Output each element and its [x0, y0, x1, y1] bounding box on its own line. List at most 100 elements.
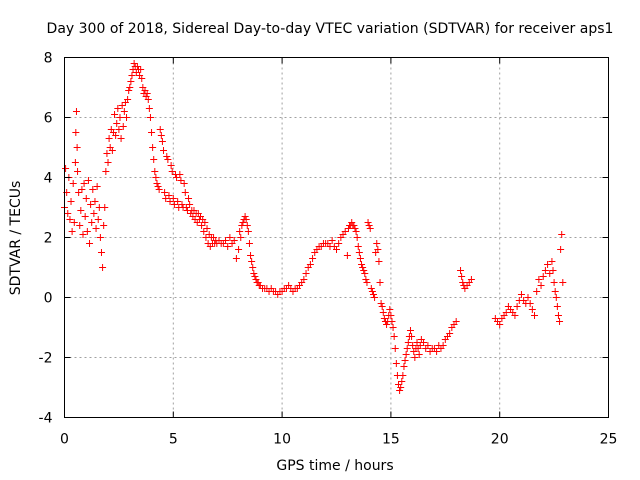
- chart-title: Day 300 of 2018, Sidereal Day-to-day VTE…: [47, 21, 614, 37]
- data-point: [553, 303, 561, 310]
- data-point: [114, 105, 122, 112]
- data-point: [102, 168, 110, 175]
- data-point: [200, 228, 208, 235]
- data-point: [300, 276, 308, 283]
- data-point: [433, 348, 441, 355]
- x-tick-label: 0: [60, 432, 69, 448]
- data-point: [367, 285, 375, 292]
- data-series: [61, 60, 567, 394]
- x-tick-label: 10: [273, 432, 291, 448]
- data-point: [236, 228, 244, 235]
- data-point: [350, 222, 358, 229]
- data-point: [383, 321, 391, 328]
- data-point: [548, 258, 556, 265]
- data-point: [397, 384, 405, 391]
- data-point: [62, 165, 70, 172]
- data-point: [457, 267, 465, 274]
- data-point: [90, 210, 98, 217]
- data-point: [386, 306, 394, 313]
- y-tick-label: -2: [39, 351, 53, 367]
- data-point: [170, 201, 178, 208]
- data-point: [539, 273, 547, 280]
- data-point: [137, 66, 145, 73]
- y-tick-label: 4: [44, 171, 53, 187]
- data-point: [108, 147, 116, 154]
- data-point: [559, 279, 567, 286]
- data-point: [66, 216, 74, 223]
- y-tick-label: 6: [44, 111, 53, 127]
- y-tick-label: 0: [44, 291, 53, 307]
- data-point: [309, 255, 317, 262]
- data-point: [146, 114, 154, 121]
- data-point: [237, 234, 245, 241]
- data-point: [111, 111, 119, 118]
- data-point: [99, 264, 107, 271]
- data-point: [181, 189, 189, 196]
- data-point: [401, 357, 409, 364]
- data-point: [97, 249, 105, 256]
- data-point: [459, 279, 467, 286]
- data-point: [360, 267, 368, 274]
- data-point: [161, 189, 169, 196]
- y-tick-label: 2: [44, 231, 53, 247]
- data-point: [96, 234, 104, 241]
- data-point: [409, 342, 417, 349]
- data-point: [243, 222, 251, 229]
- data-point: [424, 342, 432, 349]
- data-point: [115, 126, 123, 133]
- data-point: [376, 279, 384, 286]
- data-point: [513, 303, 521, 310]
- data-point: [86, 240, 94, 247]
- data-point: [104, 159, 112, 166]
- data-point: [153, 180, 161, 187]
- y-tick-label: -4: [39, 411, 53, 427]
- data-point: [130, 60, 138, 67]
- data-point: [89, 186, 97, 193]
- data-point: [116, 114, 124, 121]
- data-point: [168, 168, 176, 175]
- data-point: [177, 177, 185, 184]
- data-point: [378, 303, 386, 310]
- data-point: [248, 258, 256, 265]
- data-point: [138, 75, 146, 82]
- data-point: [245, 240, 253, 247]
- data-point: [400, 363, 408, 370]
- data-point: [178, 201, 186, 208]
- data-point: [76, 222, 84, 229]
- data-point: [511, 312, 519, 319]
- data-point: [403, 345, 411, 352]
- data-point: [375, 258, 383, 265]
- data-point: [165, 192, 173, 199]
- data-point: [517, 291, 525, 298]
- data-point: [362, 276, 370, 283]
- data-point: [232, 255, 240, 262]
- x-tick-label: 5: [169, 432, 178, 448]
- data-point: [377, 300, 385, 307]
- data-point: [544, 261, 552, 268]
- data-point: [148, 129, 156, 136]
- data-point: [502, 309, 510, 316]
- data-point: [550, 279, 558, 286]
- data-point: [162, 195, 170, 202]
- data-point: [71, 159, 79, 166]
- data-point: [67, 198, 75, 205]
- data-point: [388, 318, 396, 325]
- data-point: [180, 180, 188, 187]
- data-point: [365, 222, 373, 229]
- data-point: [163, 153, 171, 160]
- data-point: [133, 63, 141, 70]
- data-point: [87, 201, 95, 208]
- data-point: [105, 135, 113, 142]
- data-point: [496, 321, 504, 328]
- data-point: [328, 237, 336, 244]
- data-point: [402, 351, 410, 358]
- data-point: [226, 234, 234, 241]
- data-point: [354, 243, 362, 250]
- data-point: [94, 216, 102, 223]
- data-point: [113, 120, 121, 127]
- data-point: [557, 246, 565, 253]
- data-point: [306, 261, 314, 268]
- data-point: [93, 183, 101, 190]
- data-point: [439, 342, 447, 349]
- data-point: [379, 309, 387, 316]
